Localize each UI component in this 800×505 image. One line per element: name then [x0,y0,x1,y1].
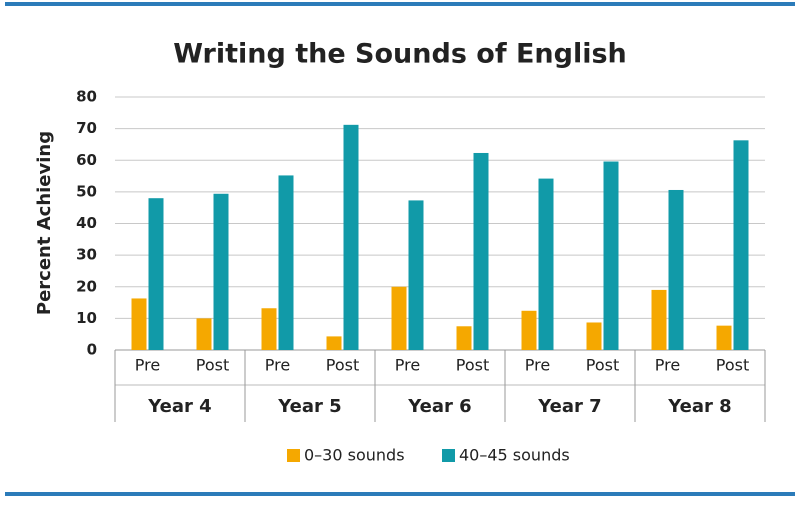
x-tick-label: Post [326,356,359,375]
bar [148,198,164,350]
group-label: Year 6 [407,396,471,417]
y-tick-label: 50 [76,182,97,200]
y-tick-label: 40 [76,214,97,232]
x-tick-label: Pre [265,356,290,375]
bar [586,322,602,350]
bar [326,336,342,350]
x-tick-label: Post [716,356,749,375]
x-tick-label: Post [586,356,619,375]
legend-swatch [287,449,300,462]
bar [668,189,684,350]
y-tick-label: 10 [76,309,97,327]
x-tick-label: Pre [655,356,680,375]
y-tick-label: 0 [87,341,97,359]
bar [408,200,424,350]
group-label: Year 5 [277,396,341,417]
x-tick-label: Post [456,356,489,375]
y-tick-label: 20 [76,277,97,295]
group-label: Year 4 [147,396,211,417]
bar [733,140,749,350]
legend-swatch [442,449,455,462]
bottom-rule [5,492,795,496]
bar [538,178,554,350]
group-label: Year 7 [537,396,601,417]
chart-title: Writing the Sounds of English [173,39,627,70]
bar [391,286,407,350]
legend-label: 40–45 sounds [459,446,570,465]
bar [196,318,212,350]
bar [131,298,147,350]
bar [261,308,277,350]
bar [716,325,732,350]
bar [521,310,537,350]
y-axis-title: Percent Achieving [34,131,55,315]
y-tick-label: 30 [76,246,97,264]
y-tick-label: 60 [76,151,97,169]
bar [278,175,294,350]
bar [473,152,489,350]
bar [603,161,619,350]
x-tick-label: Pre [395,356,420,375]
bar [343,124,359,350]
legend-label: 0–30 sounds [304,446,405,465]
x-tick-label: Post [196,356,229,375]
bar [651,289,667,350]
y-tick-label: 70 [76,119,97,137]
group-label: Year 8 [667,396,731,417]
top-rule [5,2,795,6]
bar [213,193,229,350]
bar [456,326,472,350]
y-tick-label: 80 [76,88,97,106]
x-tick-label: Pre [525,356,550,375]
x-tick-label: Pre [135,356,160,375]
